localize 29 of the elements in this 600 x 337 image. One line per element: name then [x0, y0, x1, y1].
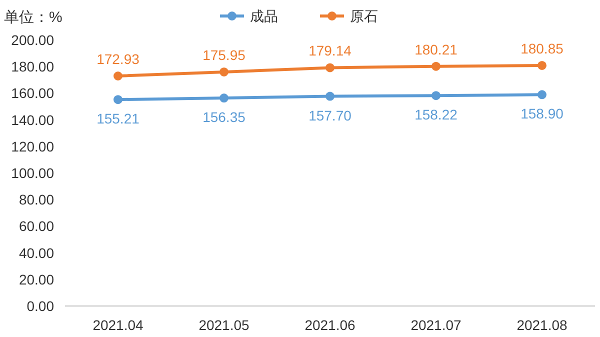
- ytick: 100.00: [11, 165, 54, 181]
- xtick: 2021.06: [304, 317, 356, 333]
- ytick: 120.00: [11, 138, 54, 154]
- ytick: 140.00: [11, 112, 54, 128]
- xtick: 2021.08: [516, 317, 568, 333]
- xtick: 2021.04: [92, 317, 144, 333]
- label: 175.95: [202, 46, 246, 63]
- legend: 成品: [250, 8, 278, 24]
- label: 158.90: [520, 106, 564, 122]
- label: 180.21: [414, 41, 458, 58]
- xtick: 2021.07: [410, 317, 462, 333]
- ytick: 40.00: [18, 244, 54, 261]
- ylabel: 单位：%: [4, 9, 62, 26]
- xtick: 2021.05: [198, 317, 250, 333]
- ytick: 20.00: [18, 271, 54, 288]
- ytick: 60.00: [18, 218, 54, 234]
- label: 180.85: [520, 40, 564, 56]
- legend: 原石: [350, 8, 378, 24]
- ytick: 80.00: [18, 192, 54, 208]
- ytick: 0.00: [26, 298, 54, 314]
- ytick: 160.00: [11, 85, 54, 102]
- label: 172.93: [96, 51, 140, 67]
- ytick: 180.00: [11, 58, 54, 75]
- label: 156.35: [202, 109, 246, 126]
- label: 158.22: [414, 106, 458, 123]
- label: 155.21: [96, 110, 140, 127]
- label: 179.14: [308, 42, 352, 59]
- label: 157.70: [308, 107, 352, 124]
- ytick: 200.00: [11, 32, 54, 48]
